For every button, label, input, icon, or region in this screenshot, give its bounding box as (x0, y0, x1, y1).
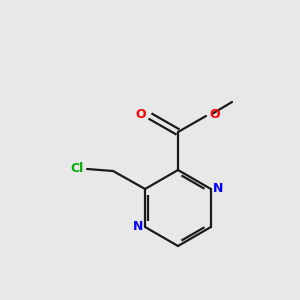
Text: N: N (133, 220, 143, 233)
Text: N: N (213, 182, 223, 196)
Text: O: O (135, 107, 146, 121)
Text: O: O (209, 107, 220, 121)
Text: Cl: Cl (71, 161, 84, 175)
